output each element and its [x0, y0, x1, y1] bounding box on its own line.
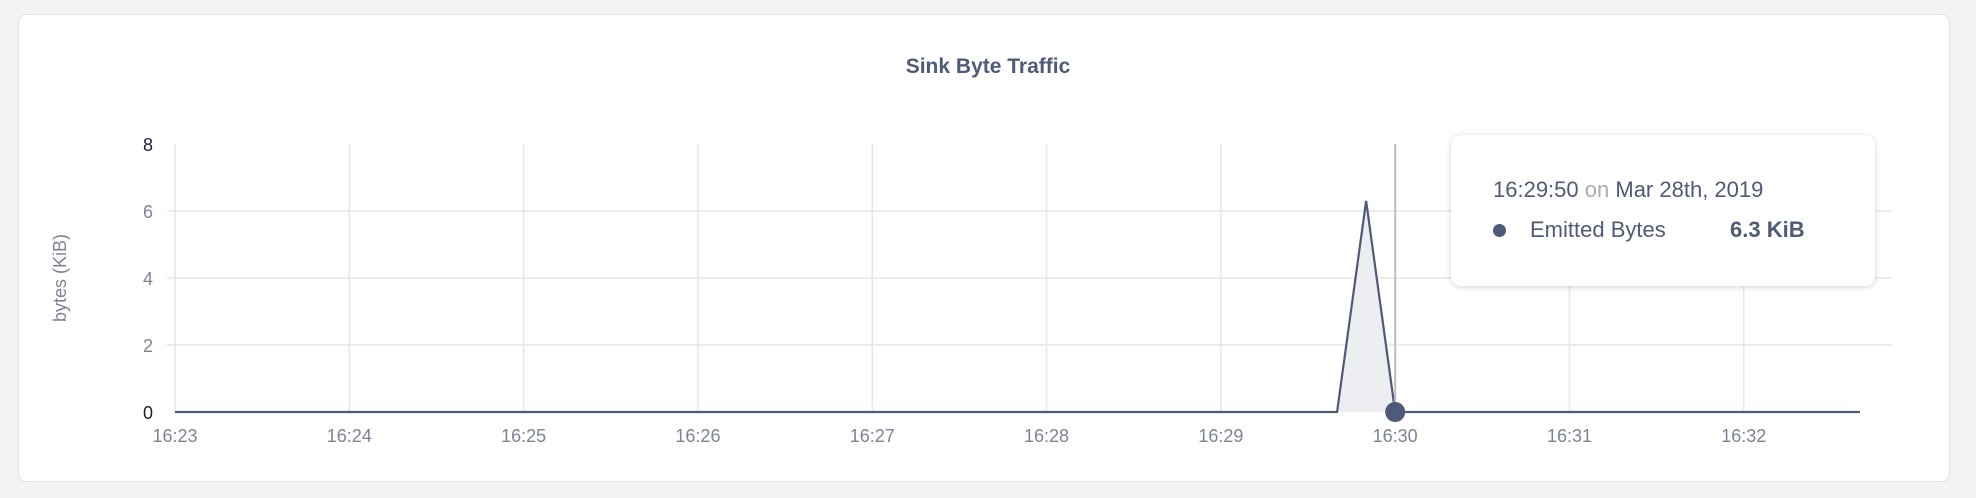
- x-tick-label: 16:29: [1198, 426, 1243, 446]
- x-tick-label: 16:30: [1373, 426, 1418, 446]
- x-tick-label: 16:23: [152, 426, 197, 446]
- chart-title: Sink Byte Traffic: [906, 55, 1071, 78]
- tooltip-time: 16:29:50 on Mar 28th, 2019: [1493, 177, 1875, 203]
- x-tick-label: 16:27: [850, 426, 895, 446]
- series-line: [175, 200, 1860, 414]
- x-tick-label: 16:24: [327, 426, 372, 446]
- x-tick-label: 16:28: [1024, 426, 1069, 446]
- x-tick-label: 16:32: [1721, 426, 1766, 446]
- y-tick-label: 6: [143, 202, 153, 222]
- x-tick-label: 16:25: [501, 426, 546, 446]
- tooltip-time-value: 16:29:50: [1493, 177, 1579, 202]
- tooltip-on: on: [1584, 177, 1610, 202]
- hover-point: [1385, 402, 1406, 422]
- x-tick-label: 16:26: [675, 426, 720, 446]
- tooltip-series-value: 6.3 KiB: [1730, 217, 1805, 242]
- tooltip: 16:29:50 on Mar 28th, 2019 Emitted Bytes…: [1451, 135, 1875, 286]
- series-dot-icon: [1493, 223, 1506, 237]
- tooltip-date: Mar 28th, 2019: [1615, 177, 1764, 202]
- tooltip-row: Emitted Bytes 6.3 KiB: [1493, 217, 1875, 243]
- y-tick-label: 0: [143, 403, 153, 423]
- y-tick-label: 2: [143, 336, 153, 356]
- x-tick-label: 16:31: [1547, 426, 1592, 446]
- y-tick-label: 4: [143, 269, 153, 289]
- y-tick-label: 8: [143, 135, 153, 155]
- y-axis-label: bytes (KiB): [50, 234, 70, 322]
- tooltip-series-name: Emitted Bytes: [1530, 217, 1666, 242]
